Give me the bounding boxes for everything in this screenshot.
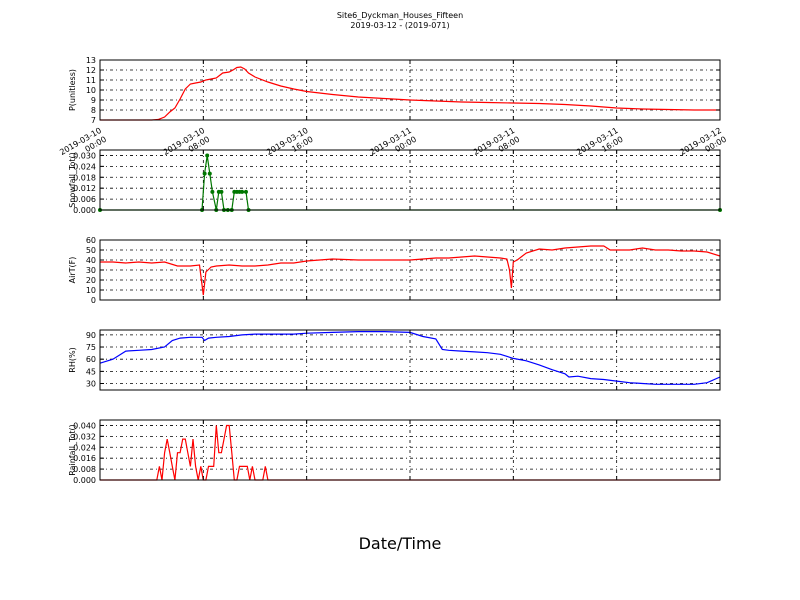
y-axis-label-1: Snowfall_Tot() — [68, 152, 77, 208]
series-line-2-0 — [100, 245, 721, 296]
y-tick-label-2-1: 10 — [86, 286, 96, 295]
y-tick-label-0-0: 7 — [91, 116, 96, 125]
chart-title: Site6_Dyckman_Houses_Fifteen — [336, 11, 464, 20]
y-axis-label-2: AirT(F) — [68, 257, 77, 284]
y-tick-label-4-4: 0.032 — [73, 432, 96, 441]
x-tick-label-3: 2019-03-1100:00 — [368, 126, 418, 166]
y-tick-label-1-5: 0.030 — [73, 151, 96, 160]
y-tick-label-0-1: 8 — [91, 106, 96, 115]
x-tick-label-6: 2019-03-1200:00 — [678, 126, 728, 166]
data-point-1-2 — [202, 171, 207, 176]
chart-subtitle: 2019-03-12 - (2019-071) — [350, 21, 450, 30]
y-axis-label-0: P(unitless) — [68, 69, 77, 111]
y-tick-label-4-5: 0.040 — [73, 421, 96, 430]
y-tick-label-4-0: 0.000 — [73, 476, 96, 485]
y-tick-label-3-0: 30 — [86, 380, 96, 389]
data-point-1-5 — [210, 189, 215, 194]
x-axis-label: Date/Time — [358, 534, 442, 553]
y-tick-label-1-1: 0.006 — [73, 195, 96, 204]
data-point-1-3 — [205, 153, 210, 158]
x-tick-label-2: 2019-03-1016:00 — [265, 126, 315, 166]
x-tick-label-4: 2019-03-1108:00 — [472, 126, 522, 166]
y-tick-label-3-1: 45 — [86, 367, 96, 376]
y-tick-label-0-5: 12 — [86, 66, 96, 75]
y-tick-label-2-0: 0 — [91, 296, 96, 305]
y-tick-label-1-4: 0.024 — [73, 162, 96, 171]
y-tick-label-2-5: 50 — [86, 246, 96, 255]
y-tick-label-0-4: 11 — [86, 76, 96, 85]
y-tick-label-1-2: 0.012 — [73, 184, 96, 193]
y-tick-label-2-2: 20 — [86, 276, 96, 285]
data-point-1-15 — [240, 189, 245, 194]
data-point-1-4 — [207, 171, 212, 176]
y-tick-label-1-3: 0.018 — [73, 173, 96, 182]
y-tick-label-2-6: 60 — [86, 236, 96, 245]
y-tick-label-0-2: 9 — [91, 96, 96, 105]
y-tick-label-0-6: 13 — [86, 56, 96, 65]
series-line-0-0 — [100, 66, 720, 121]
data-point-1-16 — [243, 189, 248, 194]
x-tick-label-5: 2019-03-1116:00 — [575, 126, 625, 166]
y-tick-label-4-1: 0.008 — [73, 465, 96, 474]
y-tick-label-2-4: 40 — [86, 256, 96, 265]
y-tick-label-3-2: 60 — [86, 355, 96, 364]
y-tick-label-0-3: 10 — [86, 86, 96, 95]
data-point-1-8 — [219, 189, 224, 194]
y-tick-label-1-0: 0.000 — [73, 206, 96, 215]
x-tick-label-1: 2019-03-1008:00 — [162, 126, 212, 166]
y-tick-label-4-2: 0.016 — [73, 454, 96, 463]
y-tick-label-2-3: 30 — [86, 266, 96, 275]
y-tick-label-3-3: 75 — [86, 343, 96, 352]
y-axis-label-4: Rainfall_Tot() — [68, 424, 77, 476]
y-tick-label-4-3: 0.024 — [73, 443, 96, 452]
y-tick-label-3-4: 90 — [86, 331, 96, 340]
y-axis-label-3: RH(%) — [68, 347, 77, 372]
series-line-3-0 — [99, 331, 721, 385]
